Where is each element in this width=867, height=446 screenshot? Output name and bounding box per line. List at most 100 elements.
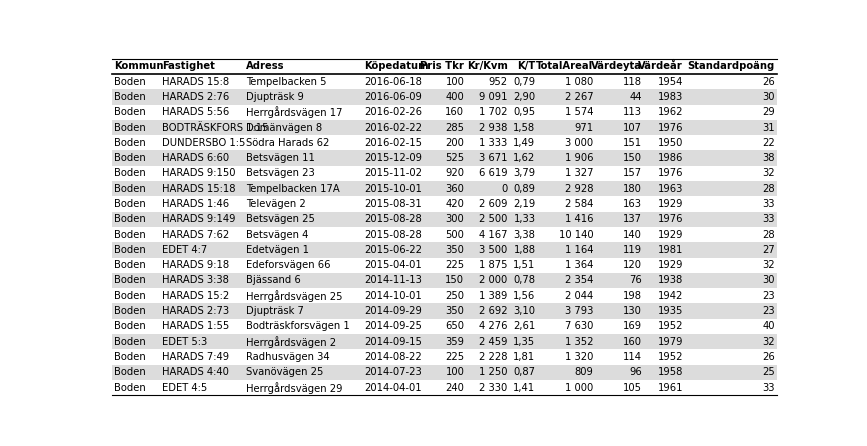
Text: Boden: Boden	[114, 92, 146, 102]
Text: 1,88: 1,88	[513, 245, 536, 255]
Text: 250: 250	[446, 291, 464, 301]
Text: 2 928: 2 928	[564, 184, 593, 194]
Text: 32: 32	[762, 169, 775, 178]
Text: Boden: Boden	[114, 138, 146, 148]
Text: 1,81: 1,81	[513, 352, 536, 362]
Text: HARADS 1:46: HARADS 1:46	[161, 199, 229, 209]
Bar	[112, 212, 777, 227]
Text: 3,38: 3,38	[513, 230, 536, 240]
Text: 2014-10-01: 2014-10-01	[364, 291, 422, 301]
Text: HARADS 9:18: HARADS 9:18	[161, 260, 229, 270]
Text: 2 228: 2 228	[479, 352, 507, 362]
Text: Bjässand 6: Bjässand 6	[246, 276, 301, 285]
Text: 1 164: 1 164	[564, 245, 593, 255]
Text: Djupträsk 7: Djupträsk 7	[246, 306, 304, 316]
Text: Boden: Boden	[114, 260, 146, 270]
Text: Radhusvägen 34: Radhusvägen 34	[246, 352, 329, 362]
Text: 525: 525	[445, 153, 464, 163]
Text: 1 080: 1 080	[565, 77, 593, 87]
Text: 119: 119	[623, 245, 642, 255]
Text: 3 793: 3 793	[565, 306, 593, 316]
Bar	[112, 74, 777, 89]
Text: 40: 40	[762, 322, 775, 331]
Text: HARADS 9:149: HARADS 9:149	[161, 214, 235, 224]
Bar	[112, 196, 777, 212]
Text: 4 167: 4 167	[479, 230, 507, 240]
Text: HARADS 9:150: HARADS 9:150	[161, 169, 235, 178]
Text: 2 330: 2 330	[479, 383, 507, 392]
Text: Boden: Boden	[114, 199, 146, 209]
Text: 0,87: 0,87	[513, 367, 536, 377]
Text: 920: 920	[446, 169, 464, 178]
Text: 952: 952	[488, 77, 507, 87]
Text: 3 500: 3 500	[479, 245, 507, 255]
Text: 120: 120	[623, 260, 642, 270]
Text: Herrgårdsvägen 2: Herrgårdsvägen 2	[246, 336, 336, 347]
Text: Köpedatum: Köpedatum	[364, 61, 429, 71]
Bar	[112, 349, 777, 365]
Text: 350: 350	[446, 245, 464, 255]
Text: 114: 114	[623, 352, 642, 362]
Bar	[112, 181, 777, 196]
Text: 359: 359	[446, 337, 464, 347]
Text: 1986: 1986	[658, 153, 683, 163]
Text: 44: 44	[629, 92, 642, 102]
Text: 1979: 1979	[658, 337, 683, 347]
Text: 2 692: 2 692	[479, 306, 507, 316]
Text: Edeforsvägen 66: Edeforsvägen 66	[246, 260, 330, 270]
Bar	[112, 380, 777, 395]
Text: Boden: Boden	[114, 107, 146, 117]
Text: 1983: 1983	[658, 92, 683, 102]
Text: 2015-08-28: 2015-08-28	[364, 214, 422, 224]
Text: HARADS 4:40: HARADS 4:40	[161, 367, 229, 377]
Text: 300: 300	[446, 214, 464, 224]
Text: Standardpoäng: Standardpoäng	[688, 61, 775, 71]
Text: 1976: 1976	[658, 214, 683, 224]
Text: 118: 118	[623, 77, 642, 87]
Text: 150: 150	[446, 276, 464, 285]
Text: 31: 31	[762, 123, 775, 132]
Text: 1929: 1929	[658, 230, 683, 240]
Text: 163: 163	[623, 199, 642, 209]
Text: HARADS 15:18: HARADS 15:18	[161, 184, 235, 194]
Text: 2016-02-22: 2016-02-22	[364, 123, 422, 132]
Text: 2014-09-29: 2014-09-29	[364, 306, 422, 316]
Text: 22: 22	[762, 138, 775, 148]
Text: 500: 500	[446, 230, 464, 240]
Text: HARADS 1:55: HARADS 1:55	[161, 322, 229, 331]
Text: Betsvägen 25: Betsvägen 25	[246, 214, 315, 224]
Text: Boden: Boden	[114, 169, 146, 178]
Text: Tempelbacken 17A: Tempelbacken 17A	[246, 184, 340, 194]
Text: 10 140: 10 140	[558, 230, 593, 240]
Text: 2014-09-25: 2014-09-25	[364, 322, 422, 331]
Text: Edetvägen 1: Edetvägen 1	[246, 245, 310, 255]
Text: 1962: 1962	[658, 107, 683, 117]
Text: 151: 151	[623, 138, 642, 148]
Text: 1938: 1938	[658, 276, 683, 285]
Text: HARADS 3:38: HARADS 3:38	[161, 276, 229, 285]
Text: Värdeyta: Värdeyta	[591, 61, 642, 71]
Text: 2,19: 2,19	[513, 199, 536, 209]
Text: 30: 30	[762, 276, 775, 285]
Bar	[112, 104, 777, 120]
Text: 2015-08-28: 2015-08-28	[364, 230, 422, 240]
Text: Södra Harads 62: Södra Harads 62	[246, 138, 329, 148]
Text: 2014-09-15: 2014-09-15	[364, 337, 422, 347]
Bar	[112, 257, 777, 273]
Text: Boden: Boden	[114, 367, 146, 377]
Text: 1,62: 1,62	[513, 153, 536, 163]
Bar	[112, 227, 777, 242]
Text: 105: 105	[623, 383, 642, 392]
Text: 2 938: 2 938	[479, 123, 507, 132]
Bar	[112, 135, 777, 150]
Text: Tempelbacken 5: Tempelbacken 5	[246, 77, 327, 87]
Text: 33: 33	[762, 199, 775, 209]
Text: 1,33: 1,33	[513, 214, 536, 224]
Text: 2 044: 2 044	[565, 291, 593, 301]
Text: 1 364: 1 364	[565, 260, 593, 270]
Text: 1929: 1929	[658, 260, 683, 270]
Text: Herrgårdsvägen 25: Herrgårdsvägen 25	[246, 290, 342, 302]
Text: Betsvägen 11: Betsvägen 11	[246, 153, 315, 163]
Text: 420: 420	[446, 199, 464, 209]
Text: 1 574: 1 574	[564, 107, 593, 117]
